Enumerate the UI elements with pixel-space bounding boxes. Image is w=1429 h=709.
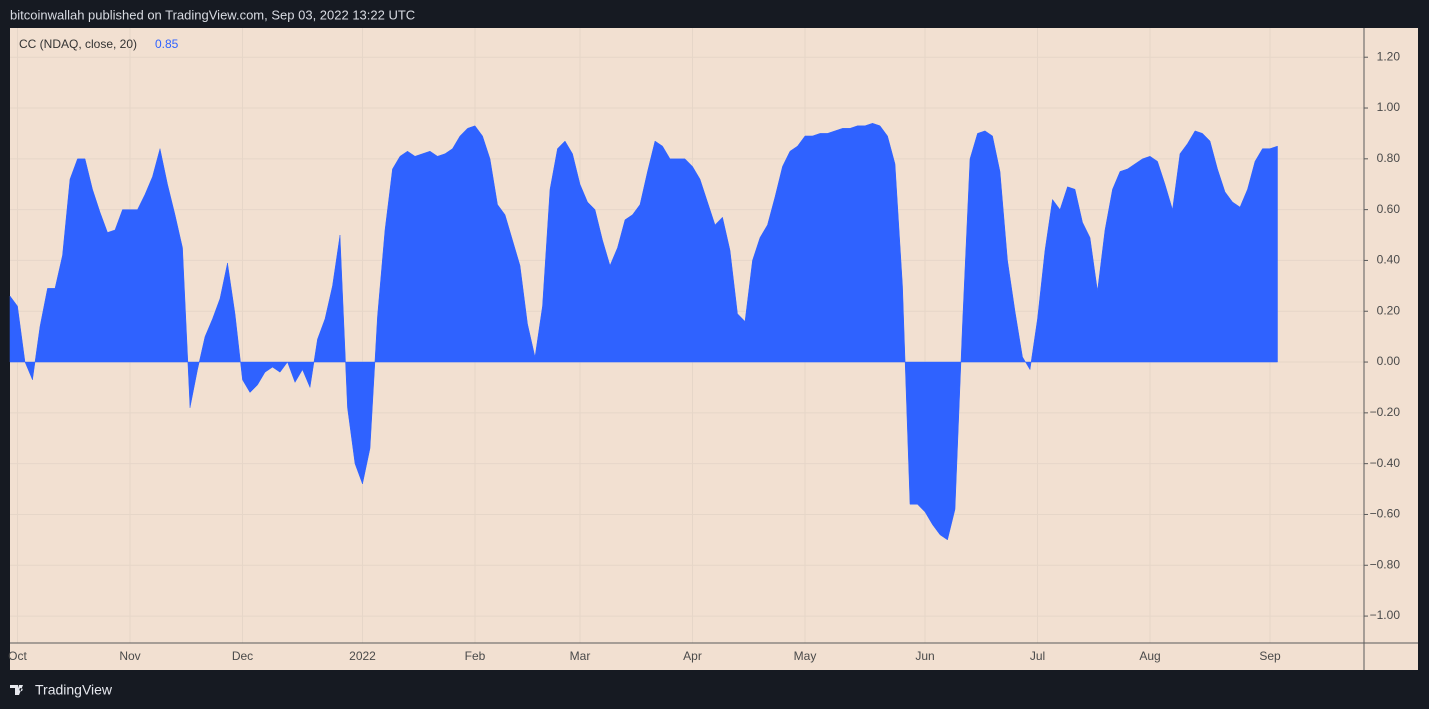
x-tick-label: 2022 xyxy=(349,649,376,663)
x-tick-label: Nov xyxy=(119,649,140,663)
axes: −1.00 −0.80 −0.60 −0.40 −0.20 0.00 0.20 0.40 0.6… xyxy=(8,49,1400,663)
y-tick-label: 0.00 xyxy=(1377,354,1401,368)
x-tick-label: Mar xyxy=(570,649,591,663)
x-tick-label: Apr xyxy=(683,649,702,663)
footer-brand: TradingView xyxy=(35,682,113,698)
y-tick-label: 0.40 xyxy=(1377,253,1401,267)
y-tick-label: −0.20 xyxy=(1370,405,1401,419)
y-tick-label: 0.20 xyxy=(1377,303,1401,317)
x-tick-label: Jul xyxy=(1030,649,1045,663)
tradingview-logo xyxy=(10,685,23,695)
x-tick-label: Jun xyxy=(915,649,934,663)
x-tick-label: Sep xyxy=(1259,649,1281,663)
publish-info: bitcoinwallah published on TradingView.c… xyxy=(10,7,415,22)
y-tick-label: −0.60 xyxy=(1370,507,1401,521)
y-tick-label: 1.20 xyxy=(1377,49,1401,63)
y-tick-label: 0.60 xyxy=(1377,202,1401,216)
area xyxy=(9,122,1278,541)
x-tick-label: Aug xyxy=(1139,649,1160,663)
x-tick-label: Dec xyxy=(232,649,253,663)
y-tick-label: −0.40 xyxy=(1370,456,1401,470)
x-tick-label: Oct xyxy=(8,649,27,663)
y-tick-label: −0.80 xyxy=(1370,557,1401,571)
legend-name: CC (NDAQ, close, 20) xyxy=(19,37,137,51)
y-tick-label: 1.00 xyxy=(1377,100,1401,114)
y-tick-label: −1.00 xyxy=(1370,608,1401,622)
y-tick-label: 0.80 xyxy=(1377,151,1401,165)
x-tick-label: May xyxy=(794,649,817,663)
x-tick-label: Feb xyxy=(465,649,486,663)
plot xyxy=(9,122,1278,541)
legend-value: 0.85 xyxy=(155,37,179,51)
